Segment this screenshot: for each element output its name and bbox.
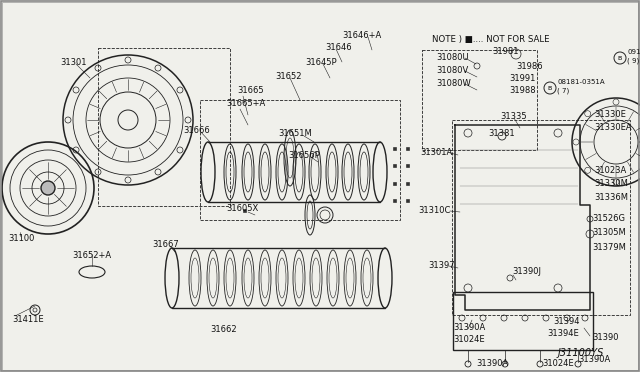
Text: 31988: 31988 [509,86,536,94]
Text: B: B [548,86,552,90]
Text: 31646: 31646 [325,42,351,51]
Bar [452,120,630,315]
Text: 09181-0351A: 09181-0351A [627,49,640,55]
Text: ( 9): ( 9) [627,58,639,64]
Text: 31526G: 31526G [592,214,625,222]
Bar [406,147,408,150]
Text: 31305M: 31305M [592,228,626,237]
Bar [453,292,593,350]
Bar [392,182,396,185]
Text: 31335: 31335 [500,112,527,121]
Text: 31394E: 31394E [547,328,579,337]
Text: 31330M: 31330M [594,179,628,187]
Bar [392,199,396,202]
Text: 31024E: 31024E [542,359,573,368]
Text: 31390J: 31390J [512,267,541,276]
Bar [243,208,246,212]
Text: 31080W: 31080W [436,78,471,87]
Text: 31100: 31100 [8,234,35,243]
Text: 31651M: 31651M [278,128,312,138]
Text: 31665+A: 31665+A [226,99,265,108]
Text: 31397: 31397 [428,260,454,269]
Text: 31390A: 31390A [578,356,611,365]
Text: 31381: 31381 [488,128,515,138]
Text: 08181-0351A: 08181-0351A [557,79,605,85]
Text: 31652: 31652 [275,71,301,80]
Bar [422,50,537,150]
Text: 31080U: 31080U [436,52,468,61]
Text: 31991: 31991 [509,74,536,83]
Text: 31645P: 31645P [305,58,337,67]
Bar [200,100,400,220]
Bar [392,164,396,167]
Text: 31301A: 31301A [420,148,452,157]
Bar [406,164,408,167]
Bar [392,147,396,150]
Text: 31080V: 31080V [436,65,468,74]
Bar [406,199,408,202]
Text: 31301: 31301 [60,58,86,67]
Text: 31390: 31390 [592,334,618,343]
Text: 31023A: 31023A [594,166,627,174]
Text: 31656P: 31656P [288,151,320,160]
Text: 31310C: 31310C [418,205,451,215]
Text: 31667: 31667 [152,240,179,248]
Text: 31390A: 31390A [453,323,485,331]
Text: 31981: 31981 [492,46,518,55]
Bar [406,182,408,185]
Text: ( 7): ( 7) [557,88,569,94]
Text: 31330E: 31330E [594,109,626,119]
Text: 31652+A: 31652+A [72,250,111,260]
Text: 31666: 31666 [183,125,210,135]
Text: B: B [618,55,622,61]
Text: 31336M: 31336M [594,192,628,202]
Text: 31986: 31986 [516,61,543,71]
Text: 31662: 31662 [210,326,237,334]
Text: J31100YS: J31100YS [558,348,604,358]
Text: 31665: 31665 [237,86,264,94]
Text: 31330EA: 31330EA [594,122,632,131]
Text: 31394: 31394 [553,317,579,327]
Text: 31646+A: 31646+A [342,31,381,39]
Text: 31390A: 31390A [476,359,508,368]
Text: 31024E: 31024E [453,336,484,344]
Text: 31605X: 31605X [226,203,259,212]
Text: 31411E: 31411E [12,315,44,324]
Circle shape [41,181,55,195]
Bar [98,48,230,206]
Text: NOTE ) ■.... NOT FOR SALE: NOTE ) ■.... NOT FOR SALE [432,35,550,44]
Text: 31379M: 31379M [592,243,626,251]
